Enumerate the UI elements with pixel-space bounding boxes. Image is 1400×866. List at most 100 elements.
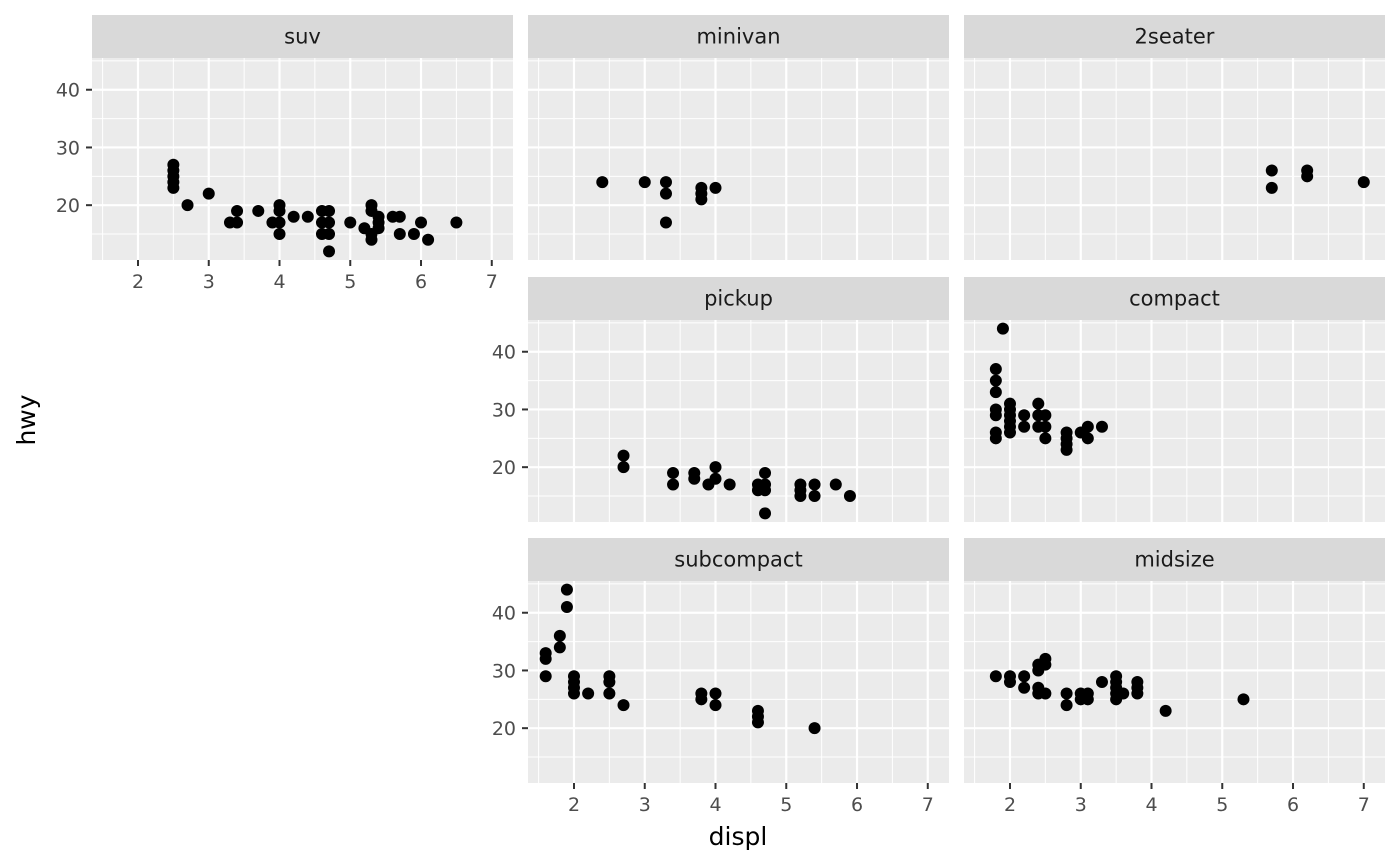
- x-tick-label: 2: [1004, 794, 1016, 816]
- data-point: [567, 687, 580, 700]
- x-tick-label: 6: [1287, 794, 1299, 816]
- data-point: [1060, 443, 1073, 456]
- data-point: [1265, 164, 1278, 177]
- data-point: [751, 716, 764, 729]
- x-tick-label: 2: [568, 794, 580, 816]
- data-point: [372, 222, 385, 235]
- data-point: [323, 228, 336, 241]
- data-point: [539, 670, 552, 683]
- data-point: [617, 699, 630, 712]
- data-point: [989, 363, 1002, 376]
- x-tick-label: 6: [851, 794, 863, 816]
- panel-background: [964, 58, 1385, 260]
- data-point: [759, 484, 772, 497]
- data-point: [596, 176, 609, 189]
- panel-background: [964, 581, 1385, 783]
- data-point: [667, 466, 680, 479]
- data-point: [344, 216, 357, 229]
- data-point: [659, 216, 672, 229]
- data-point: [688, 472, 701, 485]
- data-point: [808, 490, 821, 503]
- y-axis-title: hwy: [12, 394, 41, 445]
- data-point: [181, 199, 194, 212]
- data-point: [1081, 432, 1094, 445]
- facet-panel-pickup: pickup 20 30 40: [492, 277, 949, 522]
- data-point: [1237, 693, 1250, 706]
- y-tick-label: 40: [492, 342, 516, 364]
- data-point: [617, 449, 630, 462]
- facet-panel-midsize: midsize 2 3 4 5 6 7: [964, 538, 1385, 816]
- strip-2seater: [964, 15, 1385, 58]
- y-tick-label: 40: [56, 80, 80, 102]
- data-point: [1039, 409, 1052, 422]
- data-point: [252, 204, 265, 217]
- data-point: [1018, 681, 1031, 694]
- data-point: [709, 461, 722, 474]
- data-point: [287, 210, 300, 223]
- x-tick-label: 6: [415, 271, 427, 293]
- data-point: [759, 507, 772, 520]
- data-point: [723, 478, 736, 491]
- strip-pickup: [528, 277, 949, 320]
- strip-suv: [92, 15, 513, 58]
- y-tick-label: 20: [56, 195, 80, 217]
- data-point: [709, 687, 722, 700]
- data-point: [1039, 658, 1052, 671]
- strip-label-2seater: 2seater: [1135, 25, 1215, 49]
- data-point: [667, 478, 680, 491]
- data-point: [1131, 687, 1144, 700]
- data-point: [553, 629, 566, 642]
- y-tick-label: 30: [56, 137, 80, 159]
- data-point: [989, 374, 1002, 387]
- x-tick-label: 4: [273, 271, 285, 293]
- data-point: [1095, 420, 1108, 433]
- x-tick-label: 7: [486, 271, 498, 293]
- data-point: [301, 210, 314, 223]
- x-tick-label: 2: [132, 271, 144, 293]
- panel-background: [528, 581, 949, 783]
- data-point: [638, 176, 651, 189]
- data-point: [1032, 397, 1045, 410]
- data-point: [1081, 693, 1094, 706]
- strip-label-subcompact: subcompact: [674, 548, 802, 572]
- data-point: [323, 204, 336, 217]
- x-tick-label: 7: [1358, 794, 1370, 816]
- strip-midsize: [964, 538, 1385, 581]
- data-point: [759, 466, 772, 479]
- data-point: [1265, 181, 1278, 194]
- facet-panel-compact: compact: [964, 277, 1385, 522]
- data-point: [709, 472, 722, 485]
- y-tick-label: 40: [492, 603, 516, 625]
- data-point: [539, 652, 552, 665]
- x-axis-title: displ: [709, 822, 768, 851]
- data-point: [323, 245, 336, 258]
- facet-panel-2seater: 2seater: [964, 15, 1385, 260]
- data-point: [1003, 676, 1016, 688]
- x-tick-label: 7: [922, 794, 934, 816]
- data-point: [450, 216, 463, 229]
- data-point: [422, 233, 435, 246]
- x-tick-label: 4: [709, 794, 721, 816]
- x-tick-label: 3: [203, 271, 215, 293]
- data-point: [553, 641, 566, 654]
- data-point: [1081, 420, 1094, 433]
- data-point: [989, 432, 1002, 445]
- data-point: [1117, 687, 1130, 700]
- x-tick-label: 5: [1216, 794, 1228, 816]
- data-point: [659, 187, 672, 200]
- y-tick-label: 20: [492, 718, 516, 740]
- facet-panel-minivan: minivan: [528, 15, 949, 260]
- data-point: [407, 228, 420, 241]
- data-point: [273, 204, 286, 217]
- data-point: [1060, 699, 1073, 712]
- strip-compact: [964, 277, 1385, 320]
- data-point: [323, 216, 336, 229]
- panel-background: [92, 58, 513, 260]
- strip-label-minivan: minivan: [696, 25, 780, 49]
- data-point: [989, 670, 1002, 683]
- x-tick-label: 3: [639, 794, 651, 816]
- data-point: [617, 461, 630, 474]
- data-point: [843, 490, 856, 503]
- data-point: [1095, 676, 1108, 688]
